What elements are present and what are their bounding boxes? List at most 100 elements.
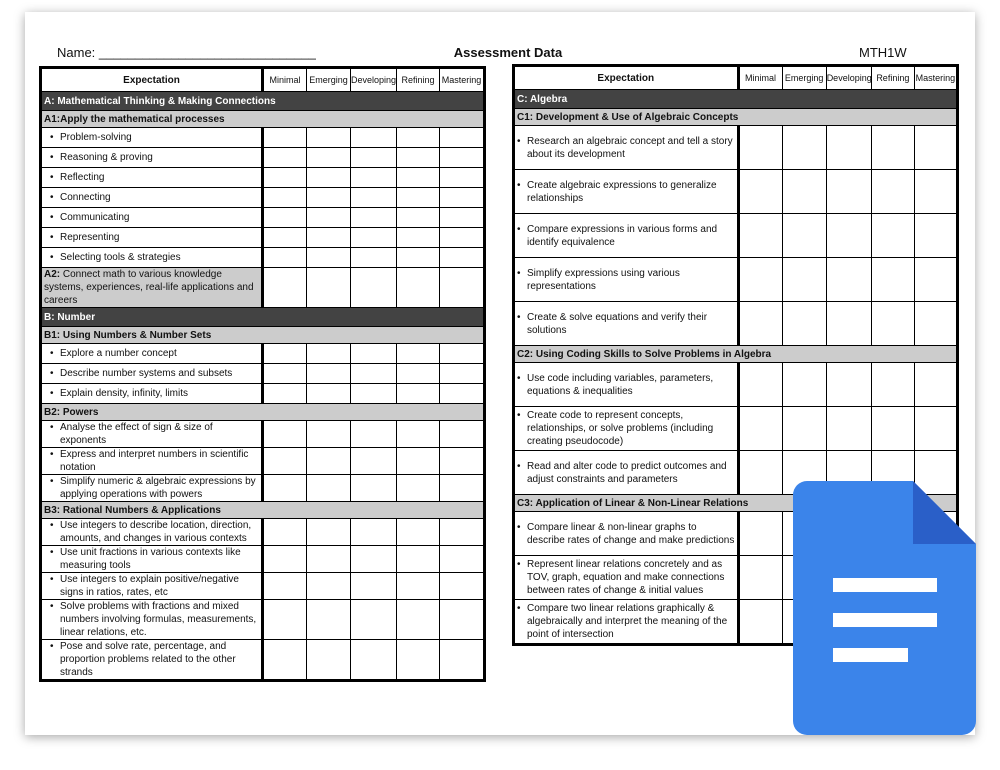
rating-cell-refining[interactable] xyxy=(870,169,915,214)
rating-cell-developing[interactable] xyxy=(350,518,397,546)
rating-cell-minimal[interactable] xyxy=(262,187,307,208)
rating-cell-minimal[interactable] xyxy=(737,301,783,346)
rating-cell-minimal[interactable] xyxy=(262,267,307,308)
rating-cell-developing[interactable] xyxy=(350,343,397,364)
rating-cell-developing[interactable] xyxy=(350,167,397,188)
rating-cell-refining[interactable] xyxy=(396,207,440,228)
rating-cell-developing[interactable] xyxy=(825,213,872,258)
rating-cell-minimal[interactable] xyxy=(262,420,307,448)
rating-cell-refining[interactable] xyxy=(396,383,440,404)
rating-cell-developing[interactable] xyxy=(825,125,872,170)
rating-cell-minimal[interactable] xyxy=(262,572,307,600)
rating-cell-emerging[interactable] xyxy=(306,167,351,188)
rating-cell-mastering[interactable] xyxy=(439,572,485,600)
rating-cell-mastering[interactable] xyxy=(439,343,485,364)
rating-cell-emerging[interactable] xyxy=(781,301,827,346)
rating-cell-refining[interactable] xyxy=(396,447,440,475)
rating-cell-minimal[interactable] xyxy=(737,555,783,600)
rating-cell-refining[interactable] xyxy=(396,363,440,384)
rating-cell-mastering[interactable] xyxy=(439,187,485,208)
rating-cell-emerging[interactable] xyxy=(781,169,827,214)
rating-cell-emerging[interactable] xyxy=(306,420,351,448)
rating-cell-mastering[interactable] xyxy=(913,125,959,170)
rating-cell-developing[interactable] xyxy=(350,383,397,404)
rating-cell-refining[interactable] xyxy=(396,187,440,208)
rating-cell-refining[interactable] xyxy=(396,227,440,248)
rating-cell-mastering[interactable] xyxy=(439,420,485,448)
rating-cell-minimal[interactable] xyxy=(262,247,307,268)
rating-cell-refining[interactable] xyxy=(396,572,440,600)
rating-cell-minimal[interactable] xyxy=(737,450,783,495)
rating-cell-developing[interactable] xyxy=(350,247,397,268)
rating-cell-refining[interactable] xyxy=(396,518,440,546)
rating-cell-emerging[interactable] xyxy=(306,572,351,600)
rating-cell-mastering[interactable] xyxy=(913,362,959,407)
rating-cell-emerging[interactable] xyxy=(781,406,827,451)
rating-cell-refining[interactable] xyxy=(396,147,440,168)
rating-cell-emerging[interactable] xyxy=(306,227,351,248)
rating-cell-minimal[interactable] xyxy=(262,474,307,502)
rating-cell-mastering[interactable] xyxy=(913,406,959,451)
rating-cell-mastering[interactable] xyxy=(913,169,959,214)
rating-cell-developing[interactable] xyxy=(825,169,872,214)
rating-cell-emerging[interactable] xyxy=(306,207,351,228)
rating-cell-mastering[interactable] xyxy=(439,227,485,248)
rating-cell-emerging[interactable] xyxy=(781,362,827,407)
rating-cell-mastering[interactable] xyxy=(439,383,485,404)
rating-cell-minimal[interactable] xyxy=(737,599,783,645)
rating-cell-developing[interactable] xyxy=(350,474,397,502)
rating-cell-mastering[interactable] xyxy=(913,301,959,346)
rating-cell-emerging[interactable] xyxy=(306,639,351,681)
rating-cell-developing[interactable] xyxy=(350,187,397,208)
rating-cell-refining[interactable] xyxy=(396,599,440,640)
rating-cell-developing[interactable] xyxy=(825,406,872,451)
rating-cell-emerging[interactable] xyxy=(781,213,827,258)
rating-cell-refining[interactable] xyxy=(396,267,440,308)
rating-cell-refining[interactable] xyxy=(396,545,440,573)
rating-cell-emerging[interactable] xyxy=(306,187,351,208)
rating-cell-emerging[interactable] xyxy=(306,518,351,546)
rating-cell-emerging[interactable] xyxy=(306,267,351,308)
rating-cell-emerging[interactable] xyxy=(306,474,351,502)
rating-cell-refining[interactable] xyxy=(870,362,915,407)
rating-cell-minimal[interactable] xyxy=(262,147,307,168)
rating-cell-mastering[interactable] xyxy=(439,639,485,681)
rating-cell-minimal[interactable] xyxy=(262,167,307,188)
rating-cell-developing[interactable] xyxy=(825,301,872,346)
rating-cell-minimal[interactable] xyxy=(737,511,783,556)
rating-cell-refining[interactable] xyxy=(870,257,915,302)
rating-cell-developing[interactable] xyxy=(350,207,397,228)
rating-cell-minimal[interactable] xyxy=(262,207,307,228)
rating-cell-developing[interactable] xyxy=(350,447,397,475)
rating-cell-mastering[interactable] xyxy=(439,447,485,475)
rating-cell-refining[interactable] xyxy=(396,474,440,502)
rating-cell-refining[interactable] xyxy=(870,301,915,346)
rating-cell-minimal[interactable] xyxy=(737,169,783,214)
rating-cell-minimal[interactable] xyxy=(737,362,783,407)
rating-cell-emerging[interactable] xyxy=(306,127,351,148)
rating-cell-refining[interactable] xyxy=(396,127,440,148)
rating-cell-mastering[interactable] xyxy=(439,147,485,168)
rating-cell-emerging[interactable] xyxy=(306,147,351,168)
rating-cell-developing[interactable] xyxy=(350,227,397,248)
rating-cell-refining[interactable] xyxy=(396,420,440,448)
rating-cell-refining[interactable] xyxy=(396,247,440,268)
rating-cell-developing[interactable] xyxy=(350,572,397,600)
rating-cell-mastering[interactable] xyxy=(439,545,485,573)
rating-cell-emerging[interactable] xyxy=(306,363,351,384)
rating-cell-mastering[interactable] xyxy=(439,474,485,502)
rating-cell-mastering[interactable] xyxy=(439,267,485,308)
rating-cell-developing[interactable] xyxy=(350,599,397,640)
rating-cell-emerging[interactable] xyxy=(306,383,351,404)
rating-cell-refining[interactable] xyxy=(870,213,915,258)
rating-cell-emerging[interactable] xyxy=(781,125,827,170)
rating-cell-minimal[interactable] xyxy=(262,639,307,681)
rating-cell-emerging[interactable] xyxy=(306,343,351,364)
rating-cell-minimal[interactable] xyxy=(737,125,783,170)
rating-cell-developing[interactable] xyxy=(825,362,872,407)
rating-cell-developing[interactable] xyxy=(350,127,397,148)
rating-cell-developing[interactable] xyxy=(350,267,397,308)
rating-cell-mastering[interactable] xyxy=(439,599,485,640)
rating-cell-refining[interactable] xyxy=(870,406,915,451)
rating-cell-emerging[interactable] xyxy=(306,545,351,573)
